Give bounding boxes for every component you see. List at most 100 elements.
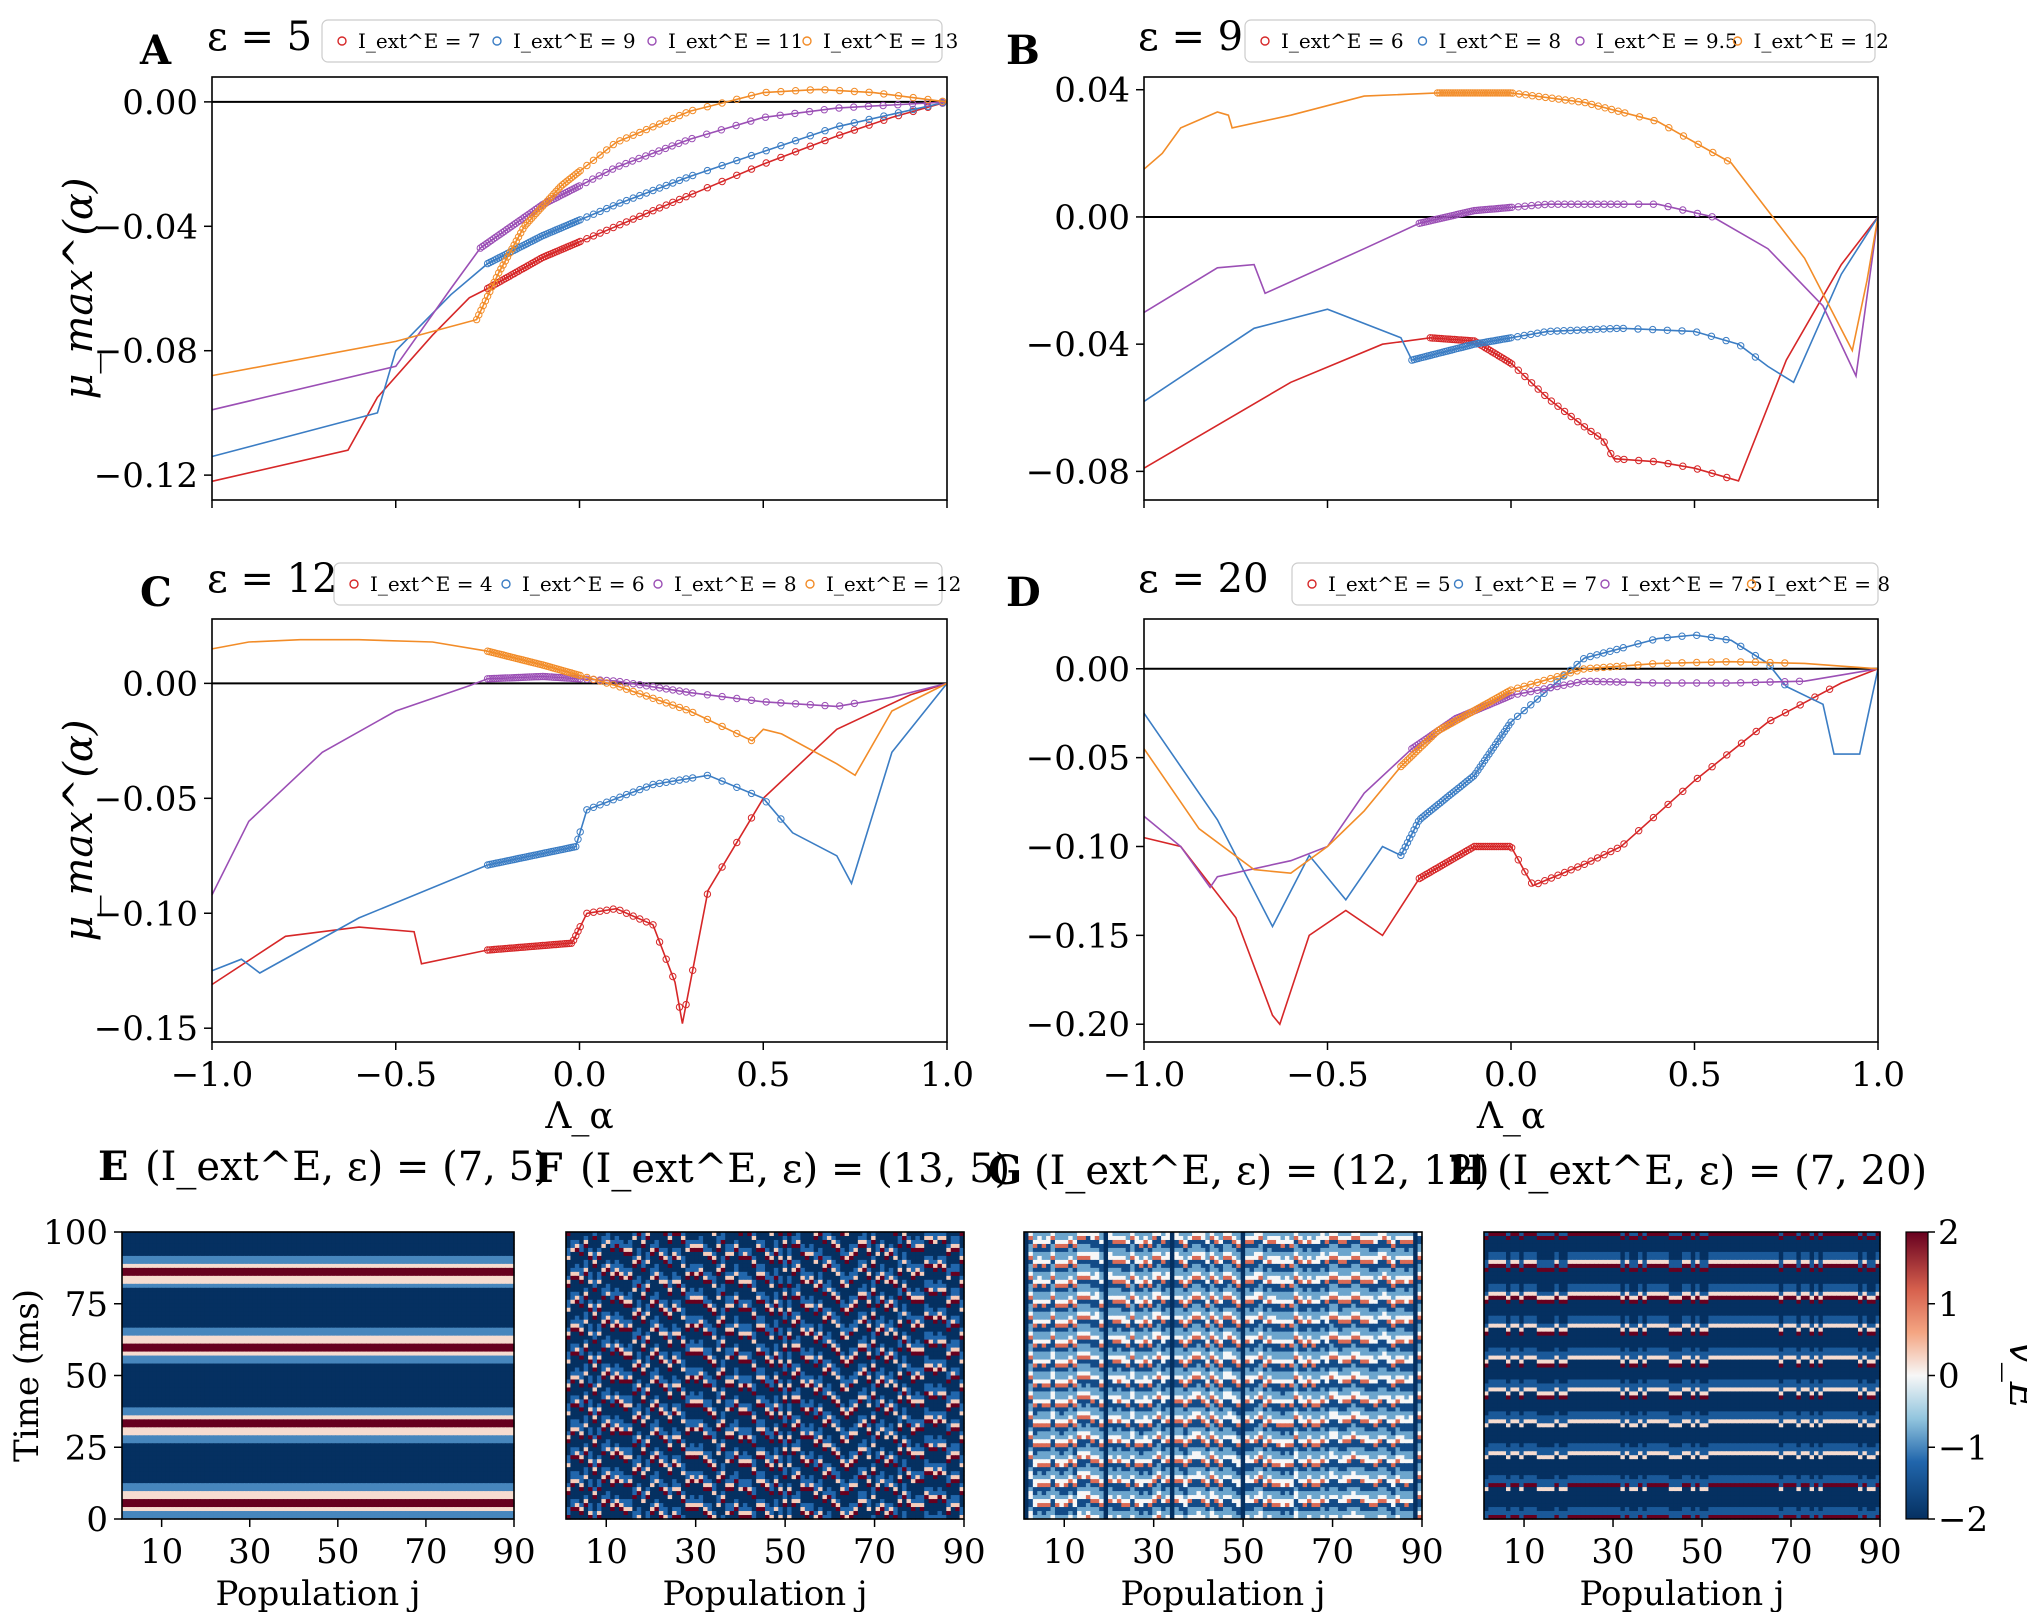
heatmap-cell [300,1247,306,1253]
heatmap-cell [248,1303,254,1309]
heatmap-cell [135,1283,141,1289]
heatmap-cell [278,1355,284,1361]
heatmap-cell [357,1371,363,1377]
data-point [675,195,684,204]
series-markers-red [1415,685,1834,888]
heatmap-cell [130,1319,136,1325]
heatmap-cell [222,1375,228,1381]
heatmap-cell [222,1391,228,1397]
heatmap-cell [169,1319,175,1325]
heatmap-cell [496,1287,502,1293]
data-point [596,801,604,809]
heatmap-cell [383,1355,389,1361]
heatmap-cell [169,1267,175,1273]
heatmap-cell [148,1391,154,1397]
heatmap-cell [470,1359,476,1365]
heatmap-cell [222,1267,228,1273]
heatmap-cell [357,1343,363,1349]
heatmap-cell [304,1335,310,1341]
heatmap-cell [187,1275,193,1281]
heatmap-cell [405,1323,411,1329]
heatmap-cell [387,1375,393,1381]
heatmap-cell [331,1387,337,1393]
heatmap-cell [439,1251,445,1257]
heatmap-cell [326,1307,332,1313]
heatmap-cell [426,1303,432,1309]
heatmap-cell [418,1379,424,1385]
heatmap-cell [448,1391,454,1397]
data-point [569,936,578,944]
heatmap-cell [413,1287,419,1293]
heatmap-cell [431,1315,437,1321]
heatmap-cell [378,1379,384,1385]
heatmap-cell [409,1303,415,1309]
heatmap-cell [374,1239,380,1245]
heatmap-cell [257,1275,262,1281]
heatmap-cell [370,1295,376,1301]
heatmap-cell [209,1355,215,1361]
heatmap-cell [182,1363,188,1369]
heatmap-cell [213,1367,219,1373]
heatmap-cell [365,1319,371,1325]
heatmap-cell [187,1327,193,1333]
data-point [517,229,525,237]
heatmap-cell [500,1307,506,1313]
heatmap-cell [252,1383,258,1389]
heatmap-cell [152,1239,158,1245]
heatmap-cell [274,1279,280,1285]
heatmap-cell [318,1323,323,1329]
heatmap-cell [191,1347,197,1353]
heatmap-cell [374,1391,380,1397]
heatmap-cell [461,1315,467,1321]
heatmap-cell [309,1303,315,1309]
heatmap-cell [274,1351,280,1357]
heatmap-cell [291,1355,297,1361]
heatmap-cell [483,1255,489,1261]
heatmap-cell [331,1319,337,1325]
heatmap-cell [383,1235,389,1241]
heatmap-cell [357,1279,363,1285]
heatmap-cell [156,1263,162,1269]
heatmap-cell [309,1291,315,1297]
heatmap-cell [422,1355,428,1361]
heatmap-cell [148,1339,154,1345]
heatmap-cell [300,1299,306,1305]
heatmap-cell [283,1331,289,1337]
heatmap-cell [318,1371,323,1377]
heatmap-cell [470,1255,476,1261]
heatmap-cell [156,1347,162,1353]
heatmap-cell [230,1299,236,1305]
heatmap-cell [265,1339,271,1345]
data-point [655,696,664,705]
heatmap-cell [135,1343,141,1349]
heatmap-cell [230,1327,236,1333]
heatmap-cell [169,1251,175,1257]
heatmap-cell [492,1319,498,1325]
heatmap-cell [235,1295,241,1301]
heatmap-cell [278,1299,284,1305]
heatmap-cell [270,1311,276,1317]
heatmap-cell [479,1239,485,1245]
y-tick-label: 0.04 [1054,71,1130,111]
heatmap-cell [500,1291,506,1297]
heatmap-cell [352,1327,358,1333]
heatmap-cell [252,1243,258,1249]
heatmap-cell [156,1259,162,1265]
heatmap-cell [135,1291,141,1297]
heatmap-cell [409,1255,415,1261]
heatmap-cell [318,1359,323,1365]
data-point [1504,89,1512,97]
heatmap-cell [265,1295,271,1301]
heatmap-cell [300,1375,306,1381]
heatmap-cell [496,1255,502,1261]
data-point [603,204,611,213]
heatmap-cell [196,1347,201,1353]
data-point [576,828,584,836]
heatmap-cell [230,1279,236,1285]
heatmap-cell [283,1359,289,1365]
heatmap-cell [291,1319,297,1325]
heatmap-cell [265,1275,271,1281]
heatmap-cell [444,1291,450,1297]
heatmap-cell [187,1387,193,1393]
